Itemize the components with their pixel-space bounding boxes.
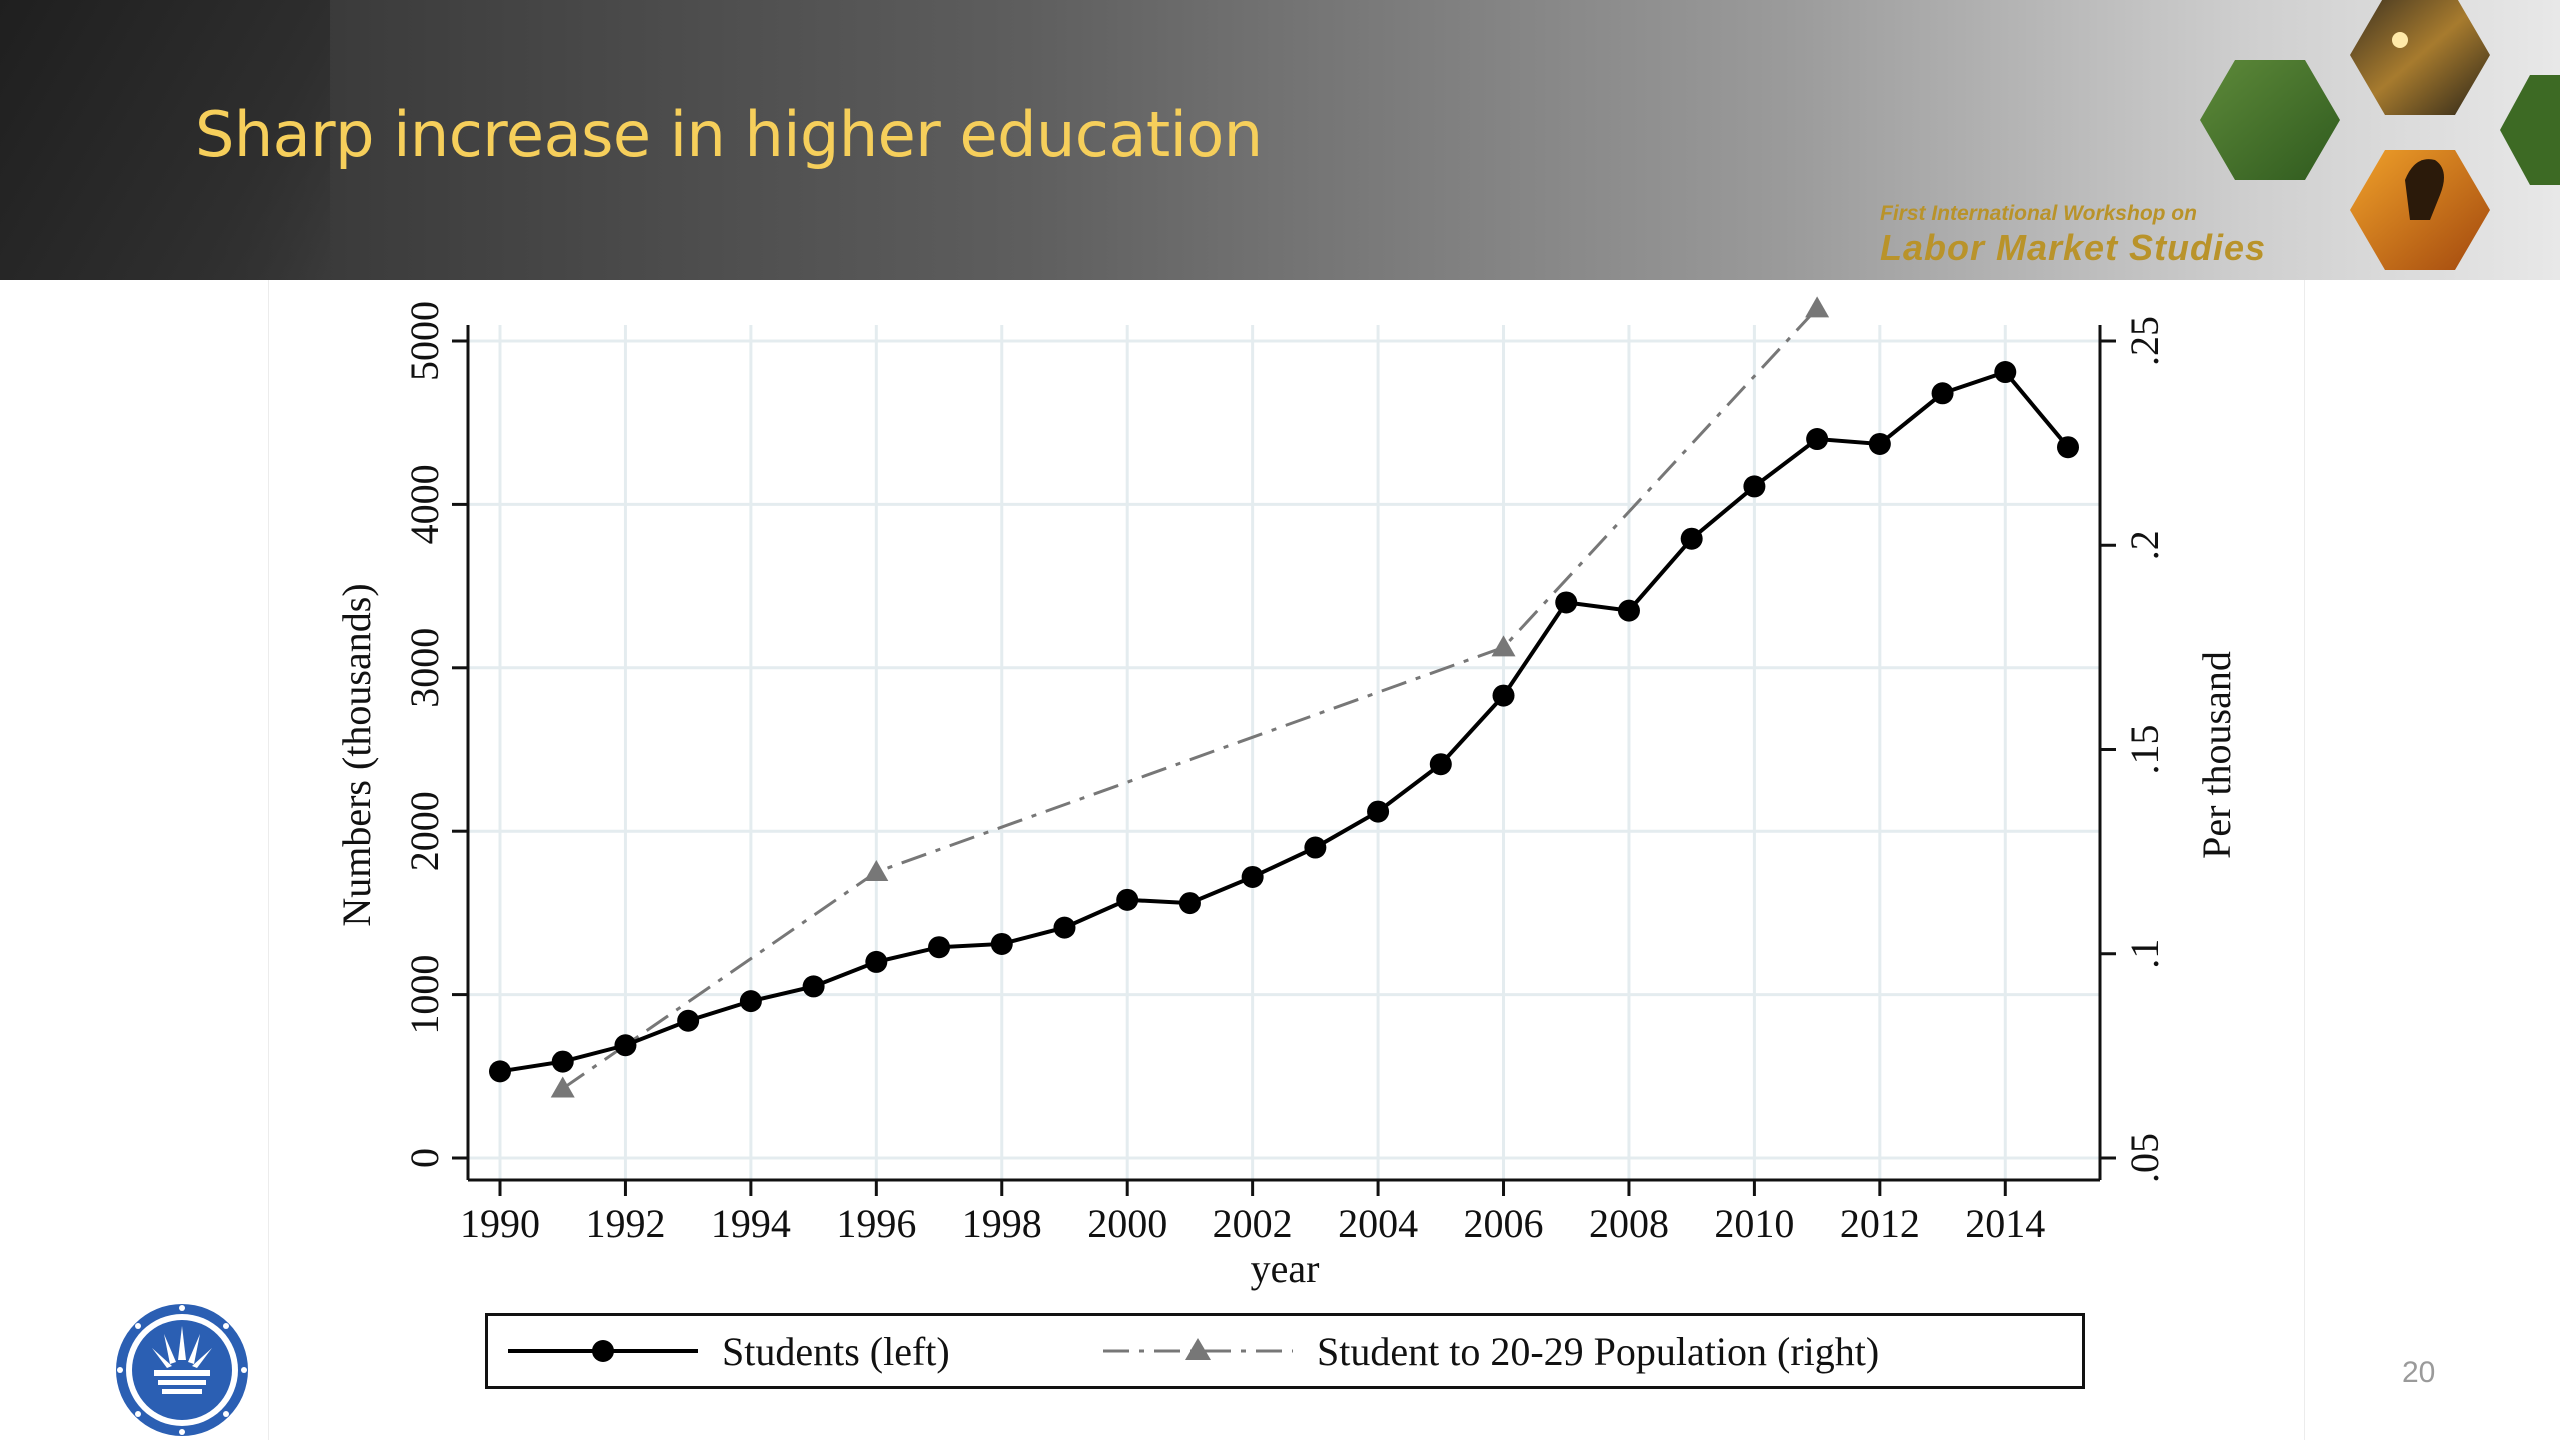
x-tick-label-1992: 1992 <box>585 1201 665 1246</box>
students-point-1995 <box>802 975 825 998</box>
y-right-tick-label-.1: .1 <box>2122 939 2167 969</box>
workshop-line-2: Labor Market Studies <box>1880 227 2267 268</box>
students-point-1991 <box>551 1050 574 1073</box>
slide-title: Sharp increase in higher education <box>195 98 1263 171</box>
y-left-tick-label-0: 0 <box>402 1148 447 1168</box>
page-number: 20 <box>2402 1356 2436 1389</box>
x-tick-label-1990: 1990 <box>460 1201 540 1246</box>
series-student-population-ratio <box>550 296 1830 1098</box>
x-tick-label-2006: 2006 <box>1464 1201 1544 1246</box>
students-point-2000 <box>1116 888 1139 911</box>
students-point-2010 <box>1743 475 1766 498</box>
students-point-2009 <box>1680 527 1703 550</box>
students-point-1998 <box>990 932 1013 955</box>
students-point-2003 <box>1304 836 1327 859</box>
x-tick-label-1994: 1994 <box>711 1201 791 1246</box>
x-axis-label: year <box>1251 1246 1320 1291</box>
students-point-1990 <box>489 1060 511 1083</box>
y-right-tick-label-.05: .05 <box>2122 1133 2167 1183</box>
header-banner: Sharp increase in higher education First… <box>0 0 2560 280</box>
students-point-2008 <box>1617 599 1640 622</box>
x-tick-label-2004: 2004 <box>1338 1201 1418 1246</box>
x-tick-label-2012: 2012 <box>1840 1201 1920 1246</box>
students-point-1997 <box>928 936 951 959</box>
y-left-tick-label-1000: 1000 <box>402 955 447 1035</box>
students-point-1994 <box>739 990 762 1013</box>
legend-dashdot-line-triangle-icon <box>1103 1338 1293 1360</box>
ratio-point-1991 <box>550 1076 575 1098</box>
students-point-2007 <box>1555 591 1578 614</box>
students-point-2012 <box>1868 432 1891 455</box>
y-axis-right-label: Per thousand <box>2194 651 2239 859</box>
students-point-2006 <box>1492 684 1515 707</box>
y-left-tick-label-3000: 3000 <box>402 628 447 708</box>
slide-content-frame <box>268 280 2305 1440</box>
y-left-tick-label-5000: 5000 <box>402 301 447 381</box>
students-point-2013 <box>1931 382 1954 405</box>
x-tick-label-2014: 2014 <box>1965 1201 2045 1246</box>
x-tick-label-2000: 2000 <box>1087 1201 1167 1246</box>
y-right-tick-label-.25: .25 <box>2122 316 2167 366</box>
grid-lines <box>468 325 2100 1180</box>
series-ratio-line <box>561 307 1819 1090</box>
axes: 1990 1992 1994 1996 1998 2000 2002 2004 2006 2008… <box>402 301 2167 1246</box>
y-left-tick-label-2000: 2000 <box>402 791 447 871</box>
x-tick-label-1996: 1996 <box>836 1201 916 1246</box>
legend-label-ratio: Student to 20-29 Population (right) <box>1317 1328 1880 1374</box>
students-point-1999 <box>1053 916 1076 939</box>
series-students-line <box>499 369 2070 1074</box>
hexagon-photo-collage-icon <box>2200 0 2560 270</box>
chart-legend: Students (left) Student to 20-29 Populat… <box>485 1313 2085 1389</box>
students-point-2011 <box>1806 428 1829 451</box>
students-point-1993 <box>677 1009 700 1032</box>
banner-dark-wedge <box>0 0 330 280</box>
legend-item-students: Students (left) <box>508 1316 950 1386</box>
ratio-point-2006 <box>1491 635 1516 657</box>
series-students <box>489 361 2079 1083</box>
legend-solid-line-circle-icon <box>508 1340 698 1362</box>
y-axis-left-label: Numbers (thousands) <box>334 583 379 926</box>
ratio-point-2011 <box>1805 296 1830 318</box>
workshop-logo-text: First International Workshop on Labor Ma… <box>1880 203 2266 266</box>
y-left-tick-label-4000: 4000 <box>402 464 447 544</box>
students-point-2001 <box>1178 892 1201 915</box>
x-tick-label-2008: 2008 <box>1589 1201 1669 1246</box>
x-tick-label-2010: 2010 <box>1714 1201 1794 1246</box>
students-point-2004 <box>1367 800 1390 823</box>
legend-item-ratio: Student to 20-29 Population (right) <box>1103 1316 1879 1386</box>
students-point-2015 <box>2057 436 2079 459</box>
students-point-2014 <box>1994 361 2017 384</box>
y-right-tick-label-.2: .2 <box>2122 530 2167 560</box>
x-tick-label-2002: 2002 <box>1213 1201 1293 1246</box>
students-point-2005 <box>1429 753 1452 776</box>
students-point-1992 <box>614 1034 637 1057</box>
students-point-1996 <box>865 950 888 973</box>
university-seal-icon <box>116 1304 248 1436</box>
students-point-2002 <box>1241 865 1264 888</box>
x-tick-label-1998: 1998 <box>962 1201 1042 1246</box>
y-right-tick-label-.15: .15 <box>2122 725 2167 775</box>
workshop-line-1: First International Workshop on <box>1880 202 2197 225</box>
ratio-point-1996 <box>864 860 889 882</box>
legend-label-students: Students (left) <box>722 1328 950 1374</box>
